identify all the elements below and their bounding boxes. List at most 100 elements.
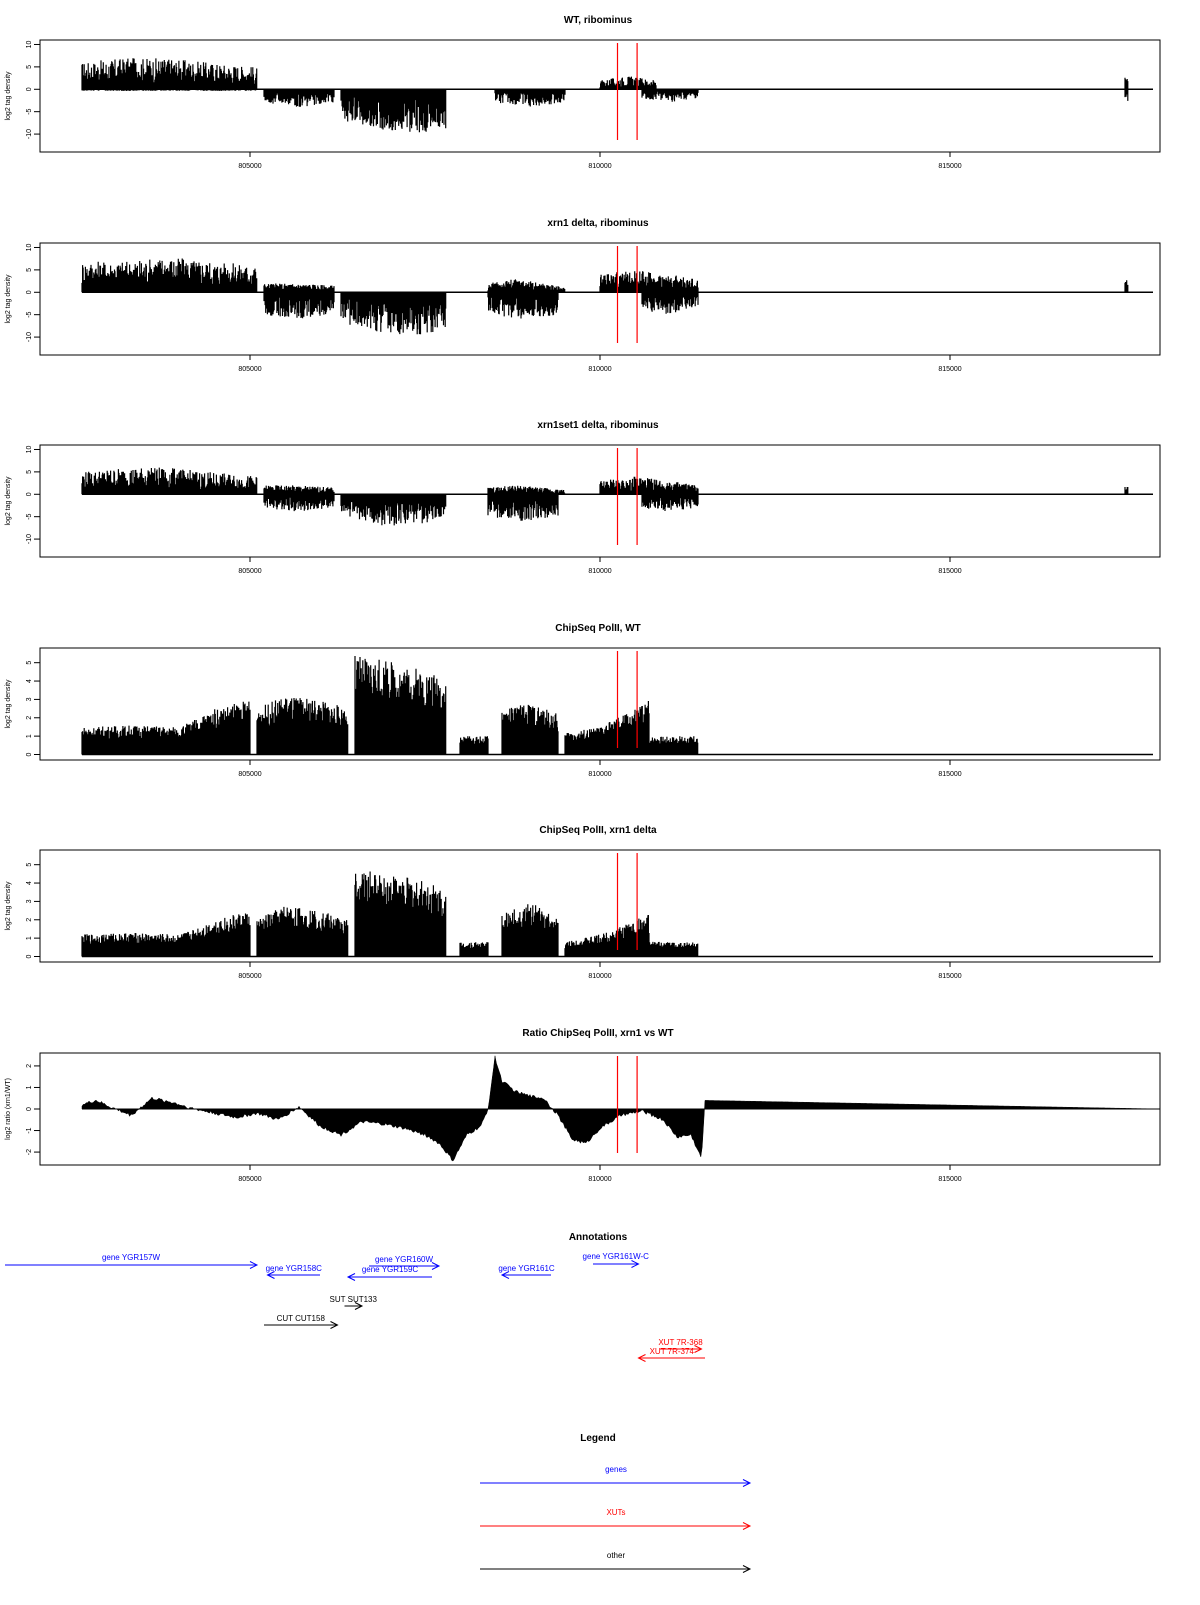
arrow-head: [694, 1345, 703, 1353]
y-axis-label: log2 tag density: [5, 71, 12, 121]
chart-panel-p4: ChipSeq PolII, WT 0 1 2 3 4 5 log2 tag density 8…: [5, 623, 1161, 778]
x-tick-label: 805000: [238, 771, 261, 778]
y-tick-label: 2: [26, 716, 33, 720]
y-axis-label: log2 tag density: [5, 476, 12, 526]
y-tick-label: 5: [26, 661, 33, 665]
y-tick-label: -5: [26, 311, 33, 317]
y-tick-label: 2: [26, 918, 33, 922]
x-tick-label: 815000: [938, 366, 961, 373]
chart-title: ChipSeq PolII, WT: [555, 623, 641, 634]
x-tick-label: 810000: [588, 973, 611, 980]
y-tick-label: 5: [26, 268, 33, 272]
legend: Legend genes XUTs other: [480, 1433, 752, 1573]
y-tick-label: 5: [26, 65, 33, 69]
arrow-head: [330, 1321, 339, 1329]
x-tick-label: 805000: [238, 1176, 261, 1183]
y-axis-label: log2 tag density: [5, 679, 12, 729]
chart-panel-p1: WT, ribominus 10 5 0 -5 -10 log2 tag density 80…: [5, 15, 1161, 170]
x-tick-label: 805000: [238, 568, 261, 575]
x-tick-label: 810000: [588, 163, 611, 170]
y-tick-label: 2: [26, 1064, 33, 1068]
y-tick-label: -1: [26, 1127, 33, 1133]
legend-label: XUTs: [606, 1508, 625, 1517]
x-tick-label: 805000: [238, 973, 261, 980]
chart-panel-p3: xrn1set1 delta, ribominus 10 5 0 -5 -10 log2 t…: [5, 420, 1161, 575]
chart-title: xrn1set1 delta, ribominus: [537, 420, 659, 431]
arrow-head: [742, 1479, 752, 1487]
arrow-head: [742, 1522, 752, 1530]
annotation-label: XUT 7R-368: [658, 1338, 703, 1347]
y-tick-label: 1: [26, 734, 33, 738]
arrow-head: [249, 1261, 259, 1269]
x-tick-label: 805000: [238, 163, 261, 170]
y-tick-label: -10: [26, 332, 33, 342]
chart-panel-p2: xrn1 delta, ribominus 10 5 0 -5 -10 log2 tag d…: [5, 218, 1161, 373]
legend-item-xuts: XUTs: [480, 1508, 752, 1530]
y-tick-label: 0: [26, 290, 33, 294]
arrow-head: [631, 1260, 640, 1268]
signal-series: [81, 1055, 1160, 1162]
annotation-feature: gene YGR157W: [5, 1253, 259, 1269]
chart-panel-p6: Ratio ChipSeq PolII, xrn1 vs WT 2 1 0 -1 -2 lo…: [5, 1028, 1161, 1183]
legend-label: genes: [605, 1465, 627, 1474]
x-tick-label: 810000: [588, 568, 611, 575]
y-tick-label: 10: [26, 40, 33, 48]
annotations-title: Annotations: [569, 1232, 628, 1243]
signal-series: [81, 58, 1129, 133]
annotation-feature: XUT 7R-368: [658, 1338, 703, 1353]
y-tick-label: 3: [26, 697, 33, 701]
y-tick-label: 0: [26, 1107, 33, 1111]
x-tick-label: 815000: [938, 163, 961, 170]
y-tick-label: -2: [26, 1149, 33, 1155]
annotation-label: CUT CUT158: [277, 1314, 326, 1323]
chart-title: ChipSeq PolII, xrn1 delta: [539, 825, 657, 836]
annotation-feature: CUT CUT158: [264, 1314, 339, 1329]
x-tick-label: 805000: [238, 366, 261, 373]
x-tick-label: 815000: [938, 1176, 961, 1183]
annotation-label: XUT 7R-374: [650, 1347, 695, 1356]
arrow-head: [637, 1354, 646, 1362]
annotation-label: gene YGR157W: [102, 1253, 161, 1262]
signal-series: [81, 656, 699, 755]
arrow-head: [742, 1565, 752, 1573]
x-tick-label: 810000: [588, 1176, 611, 1183]
legend-items: genes XUTs other: [480, 1465, 752, 1573]
y-tick-label: 0: [26, 492, 33, 496]
chart-panel-p5: ChipSeq PolII, xrn1 delta 0 1 2 3 4 5 log2 tag …: [5, 825, 1161, 980]
plot-frame: [39, 242, 1161, 356]
y-tick-label: 5: [26, 470, 33, 474]
annotation-label: gene YGR161C: [498, 1264, 555, 1273]
annotation-feature: gene YGR159C: [346, 1265, 432, 1281]
signal-bars: [81, 58, 1129, 133]
y-axis-label: log2 tag density: [5, 881, 12, 931]
x-tick-label: 815000: [938, 568, 961, 575]
annotation-feature: gene YGR161C: [498, 1264, 555, 1279]
arrow-head: [266, 1271, 275, 1279]
chart-title: WT, ribominus: [564, 15, 633, 26]
y-tick-label: 0: [26, 752, 33, 756]
x-tick-label: 810000: [588, 366, 611, 373]
legend-item-other: other: [480, 1551, 752, 1573]
x-tick-label: 815000: [938, 973, 961, 980]
y-tick-label: -10: [26, 129, 33, 139]
annotation-label: gene YGR160W: [375, 1255, 434, 1264]
y-axis-label: log2 ratio (xrn1/WT): [5, 1078, 12, 1140]
annotation-label: gene YGR161W-C: [583, 1252, 650, 1261]
signal-series: [81, 467, 1129, 526]
y-tick-label: 10: [26, 445, 33, 453]
y-axis-label: log2 tag density: [5, 274, 12, 324]
y-tick-label: -5: [26, 108, 33, 114]
annotation-feature: XUT 7R-374: [637, 1347, 705, 1362]
y-tick-label: -5: [26, 513, 33, 519]
y-tick-label: 0: [26, 87, 33, 91]
signal-series: [81, 258, 1129, 335]
chart-title: xrn1 delta, ribominus: [547, 218, 649, 229]
y-tick-label: 1: [26, 1085, 33, 1089]
arrow-head: [500, 1271, 510, 1279]
arrow-head: [354, 1302, 364, 1310]
y-tick-label: 5: [26, 863, 33, 867]
signal-series: [81, 871, 699, 957]
